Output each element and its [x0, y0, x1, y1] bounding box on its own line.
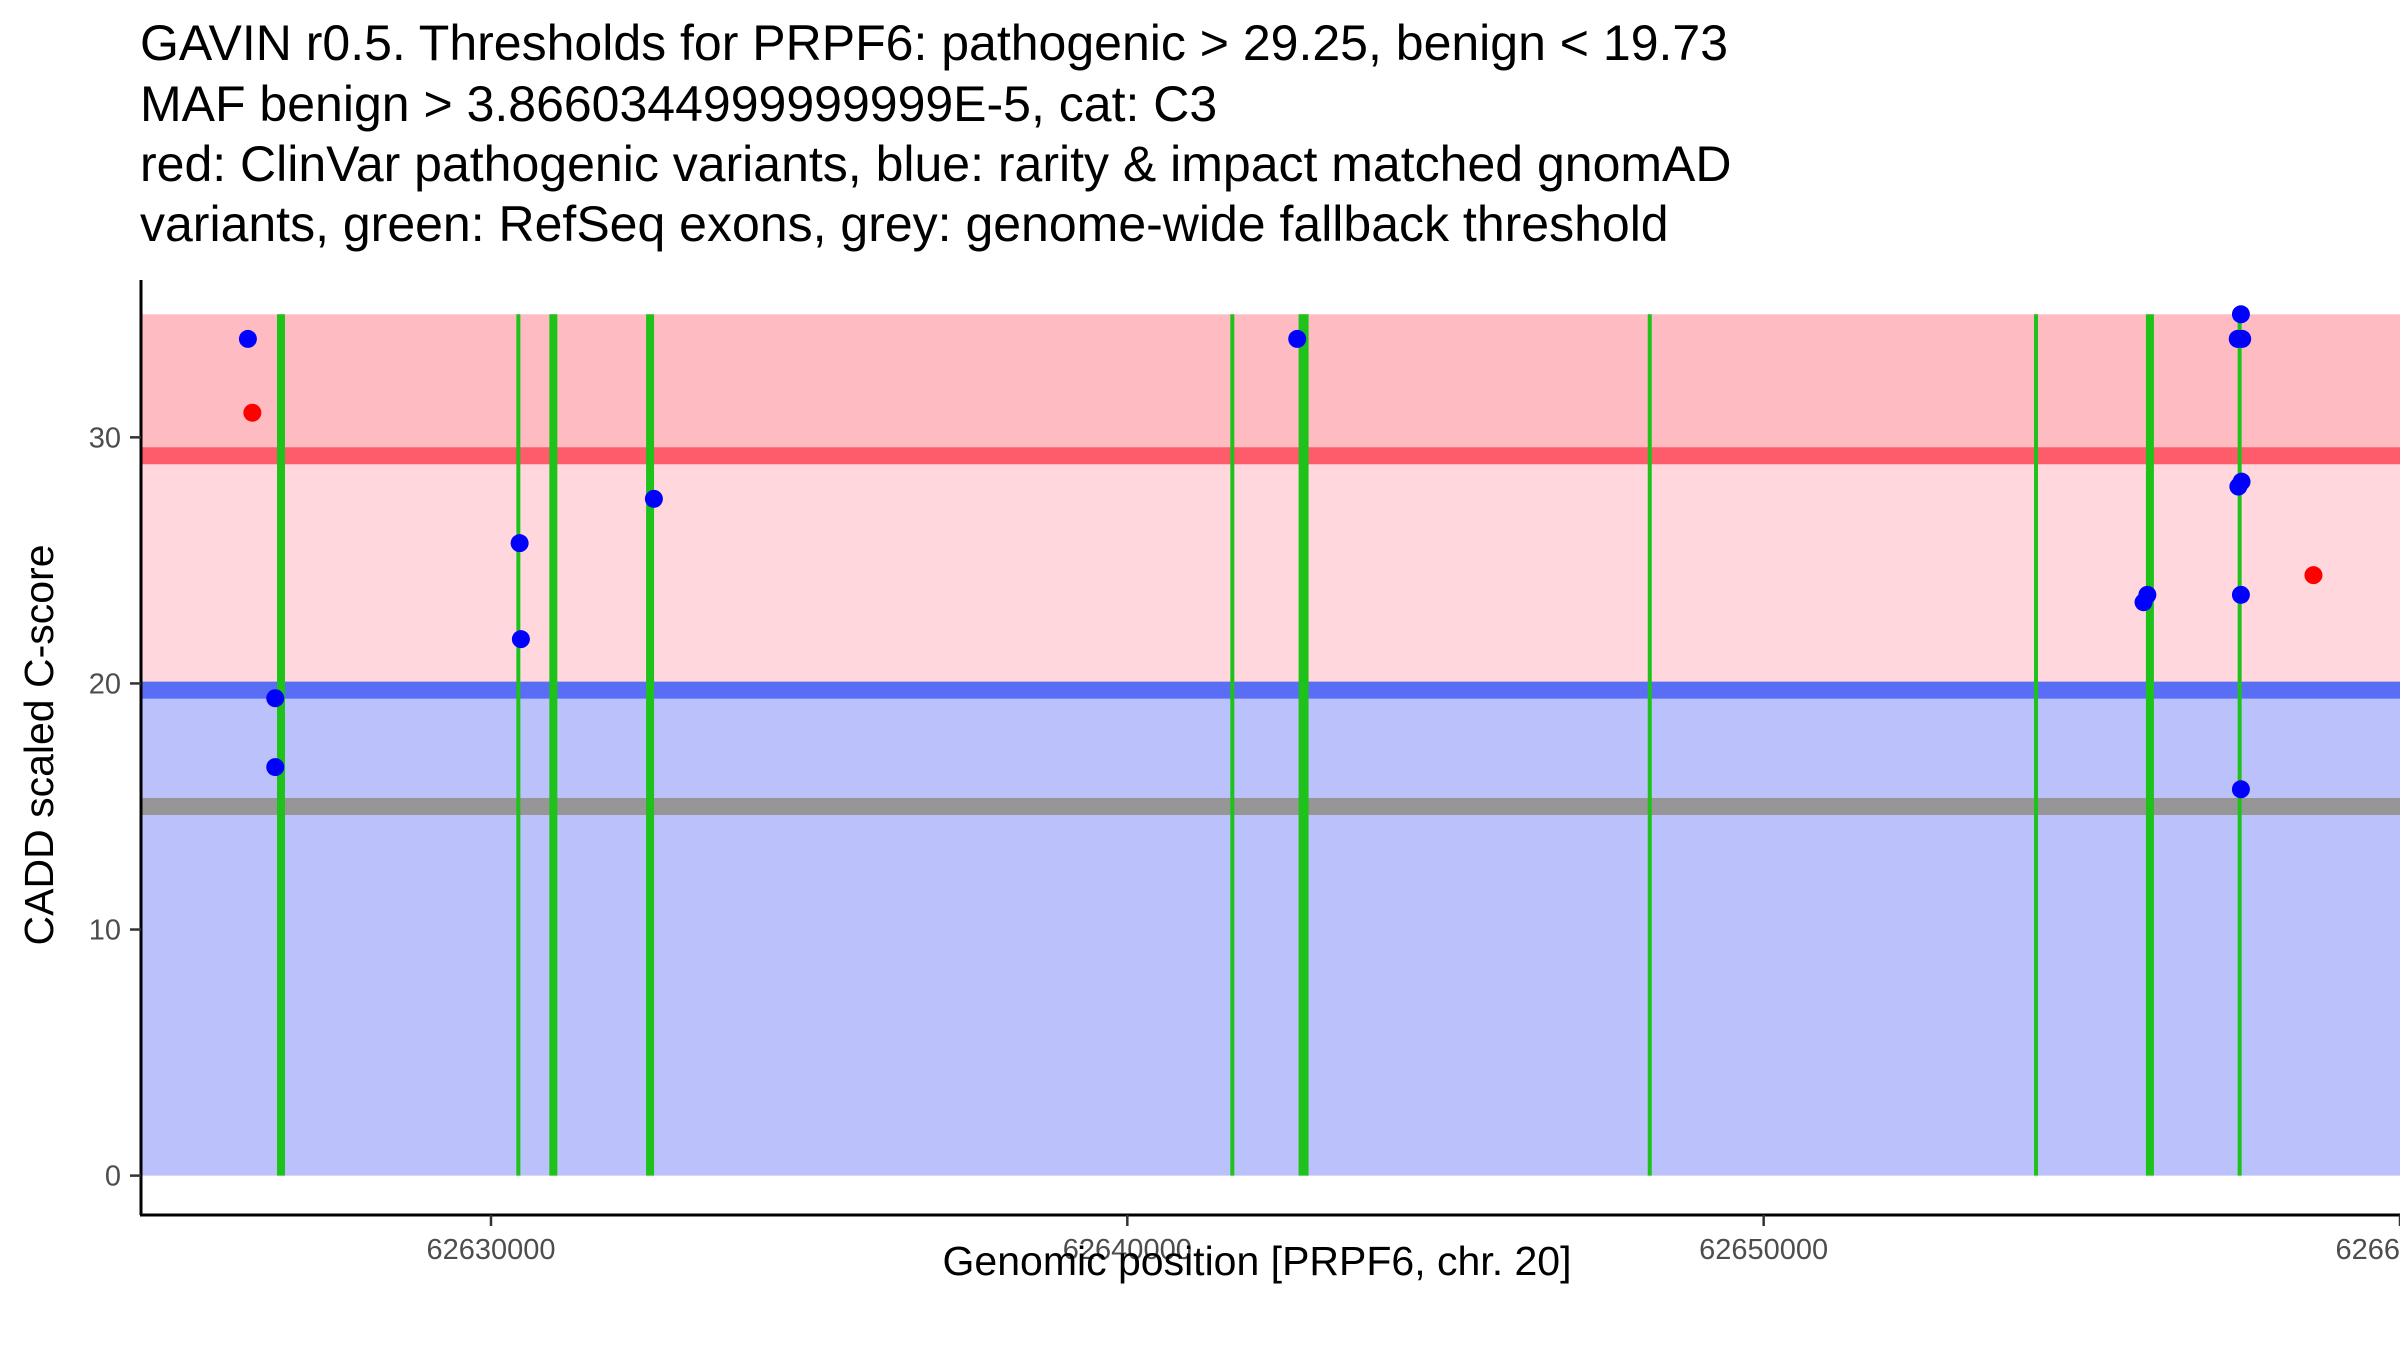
intermediate-region — [141, 455, 2400, 691]
x-axis-ticks: 62630000 62640000 62650000 62660000 — [426, 1215, 2400, 1266]
plot-area — [141, 305, 2400, 1176]
gnomad-variant-point — [238, 329, 257, 348]
title-line-4: variants, green: RefSeq exons, grey: gen… — [140, 196, 1669, 252]
y-tick-label: 10 — [89, 915, 121, 947]
benign-region — [141, 690, 2400, 1176]
variant-points — [238, 305, 2323, 799]
clinvar-pathogenic-point — [243, 403, 262, 422]
y-axis-ticks: 0 10 20 30 — [89, 422, 141, 1193]
x-tick-label: 62650000 — [1699, 1234, 1828, 1266]
x-tick-label: 62630000 — [426, 1234, 555, 1266]
gnomad-variant-point — [510, 534, 529, 553]
y-tick-label: 20 — [89, 668, 121, 700]
gnomad-variant-point — [2138, 585, 2157, 604]
gnomad-variant-point — [644, 489, 663, 508]
clinvar-pathogenic-point — [2304, 566, 2323, 585]
gnomad-variant-point — [2233, 329, 2252, 348]
title-line-3: red: ClinVar pathogenic variants, blue: … — [140, 136, 1731, 192]
chart-title: GAVIN r0.5. Thresholds for PRPF6: pathog… — [140, 15, 1731, 252]
y-tick-label: 0 — [105, 1161, 121, 1193]
x-tick-label: 62640000 — [1063, 1234, 1192, 1266]
exon-lines — [276, 314, 2242, 1176]
threshold-bands — [141, 314, 2400, 1176]
gnomad-variant-point — [2231, 780, 2250, 799]
y-tick-label: 30 — [89, 422, 121, 454]
title-line-2: MAF benign > 3.8660344999999999E-5, cat:… — [140, 76, 1217, 132]
x-axis-title: Genomic position [PRPF6, chr. 20] — [943, 1238, 1572, 1284]
x-tick-label: 62660000 — [2335, 1234, 2400, 1266]
gnomad-variant-point — [2232, 472, 2251, 491]
title-line-1: GAVIN r0.5. Thresholds for PRPF6: pathog… — [140, 15, 1728, 71]
gnomad-variant-point — [2231, 305, 2250, 324]
gnomad-variant-point — [1288, 329, 1307, 348]
axes: 0 10 20 30 62630000 62640000 62650000 62660000 — [89, 280, 2400, 1266]
gnomad-variant-point — [511, 630, 530, 649]
gnomad-variant-point — [266, 689, 285, 708]
gnomad-variant-point — [266, 758, 285, 777]
y-axis-title: CADD scaled C-score — [16, 545, 62, 946]
pathogenic-region — [141, 314, 2400, 456]
gnomad-variant-point — [2231, 585, 2250, 604]
